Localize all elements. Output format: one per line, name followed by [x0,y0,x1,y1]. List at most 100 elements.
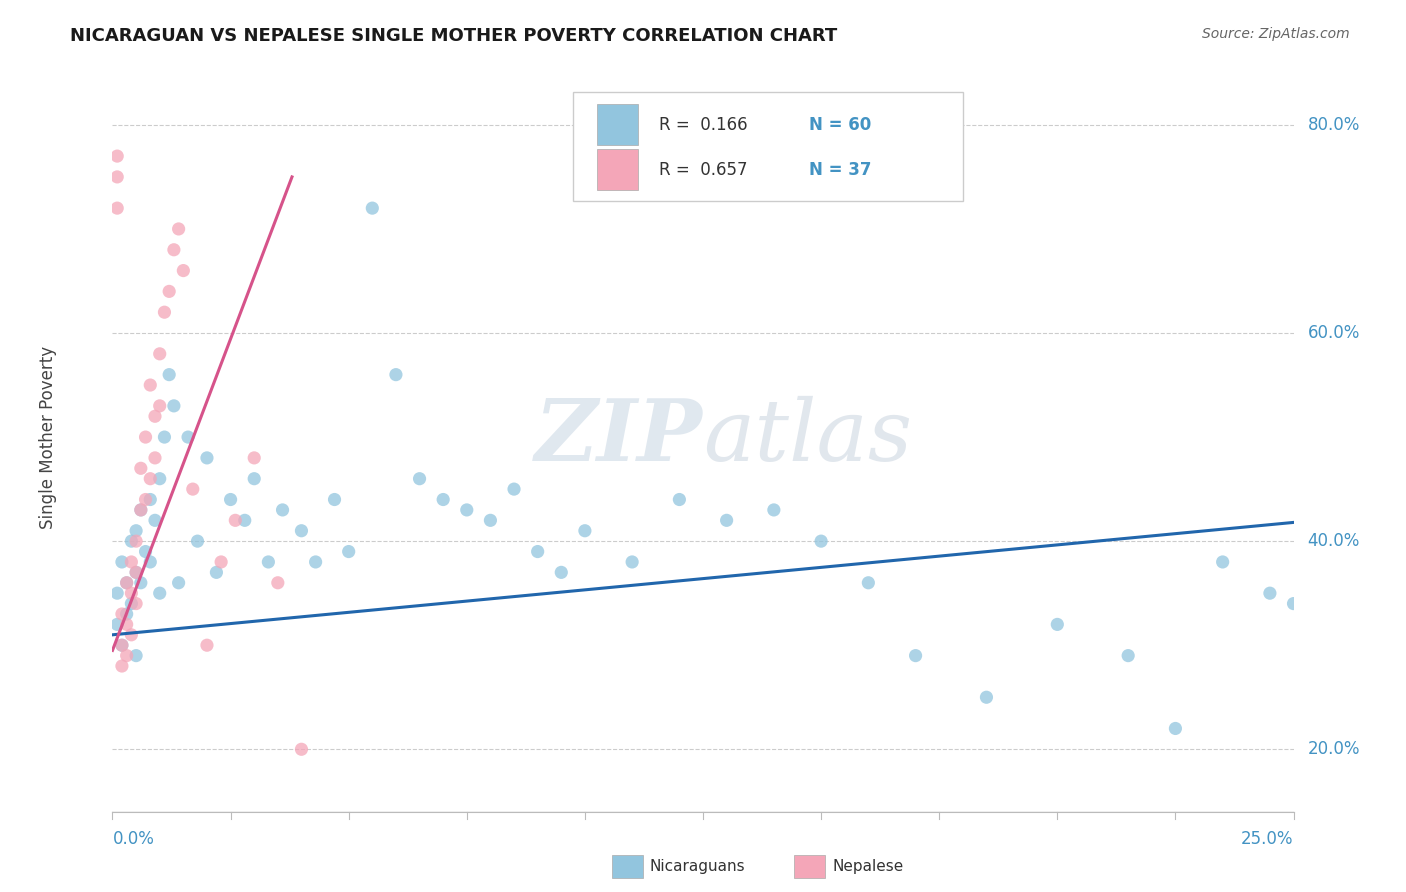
Point [172,263,194,277]
Text: Source: ZipAtlas.com: Source: ZipAtlas.com [1202,27,1350,41]
Point [149,347,172,361]
Point [163,243,186,257]
Point [361,201,384,215]
Point [139,555,162,569]
FancyBboxPatch shape [596,149,638,190]
Point [243,450,266,465]
Point [149,399,172,413]
Text: 80.0%: 80.0% [1308,116,1360,134]
Point [323,492,346,507]
Text: 20.0%: 20.0% [1308,740,1360,758]
Point [1282,597,1305,611]
Point [668,492,690,507]
Point [129,503,152,517]
Point [111,607,134,621]
Point [1212,555,1234,569]
Point [120,628,142,642]
Point [111,638,134,652]
Point [143,513,166,527]
Text: Nepalese: Nepalese [832,859,904,873]
Text: Single Mother Poverty: Single Mother Poverty [38,345,56,529]
Point [167,575,190,590]
Text: NICARAGUAN VS NEPALESE SINGLE MOTHER POVERTY CORRELATION CHART: NICARAGUAN VS NEPALESE SINGLE MOTHER POV… [70,27,838,45]
Point [550,566,572,580]
Point [125,534,148,549]
Text: N = 37: N = 37 [810,161,872,178]
Point [111,555,134,569]
Point [149,586,172,600]
Text: R =  0.166: R = 0.166 [659,116,748,134]
Point [149,472,172,486]
Text: 60.0%: 60.0% [1308,324,1360,342]
Point [526,544,548,558]
Text: R =  0.657: R = 0.657 [659,161,748,178]
Point [105,169,128,184]
Point [432,492,454,507]
Point [115,575,138,590]
Point [181,482,204,496]
Point [408,472,430,486]
Point [177,430,200,444]
Point [125,597,148,611]
FancyBboxPatch shape [574,93,963,201]
Point [195,638,218,652]
Point [139,492,162,507]
Point [290,524,312,538]
Point [163,399,186,413]
Point [904,648,927,663]
Point [125,648,148,663]
Text: 25.0%: 25.0% [1241,830,1294,848]
Point [139,378,162,392]
Point [243,472,266,486]
Point [105,201,128,215]
Point [129,575,152,590]
Point [337,544,360,558]
Point [479,513,502,527]
Point [257,555,280,569]
Point [120,586,142,600]
Point [574,524,596,538]
Point [105,617,128,632]
Point [762,503,785,517]
Point [143,450,166,465]
Text: atlas: atlas [703,396,912,478]
Point [157,285,180,299]
Point [233,513,256,527]
Point [219,492,242,507]
Point [115,607,138,621]
Point [195,450,218,465]
Text: N = 60: N = 60 [810,116,872,134]
Point [129,503,152,517]
Text: Nicaraguans: Nicaraguans [650,859,745,873]
Point [224,513,246,527]
Point [111,659,134,673]
Point [167,222,190,236]
Point [135,544,157,558]
Point [129,461,152,475]
Point [385,368,408,382]
Text: ZIP: ZIP [536,395,703,479]
Point [153,430,176,444]
Point [135,492,157,507]
Point [115,648,138,663]
Point [810,534,832,549]
Point [111,638,134,652]
Point [716,513,738,527]
Point [186,534,208,549]
Point [157,368,180,382]
Text: 40.0%: 40.0% [1308,533,1360,550]
Point [115,617,138,632]
Point [503,482,526,496]
Point [271,503,294,517]
Point [139,472,162,486]
Point [125,566,148,580]
FancyBboxPatch shape [596,104,638,145]
Point [115,575,138,590]
Point [1164,722,1187,736]
Point [304,555,326,569]
Point [456,503,478,517]
Point [1258,586,1281,600]
Point [205,566,228,580]
Point [1116,648,1139,663]
Text: 0.0%: 0.0% [112,830,155,848]
